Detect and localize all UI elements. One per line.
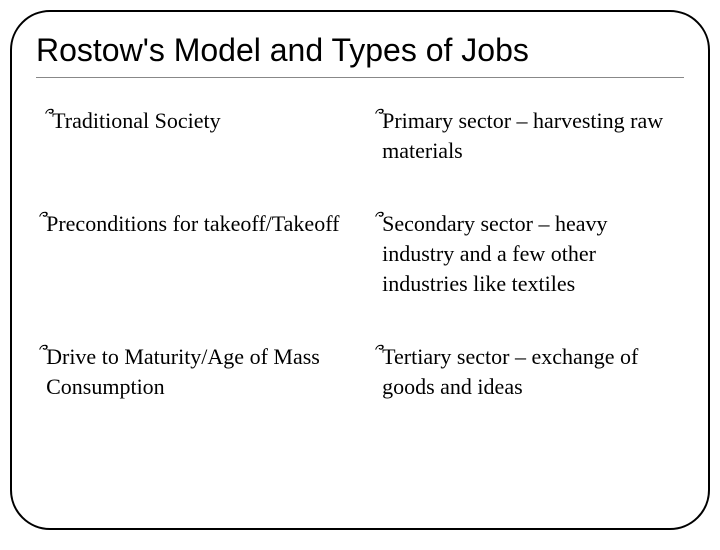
right-bullet-3: ՞ Tertiary sector – exchange of goods an… xyxy=(372,342,684,401)
bullet-icon: ՞ xyxy=(36,209,40,237)
bullet-icon: ՞ xyxy=(42,106,46,134)
bullet-text: Primary sector – harvesting raw material… xyxy=(382,106,684,165)
bullet-text: Drive to Maturity/Age of Mass Consumptio… xyxy=(46,342,348,401)
content-grid: ՞ Traditional Society ՞ Primary sector –… xyxy=(36,106,684,402)
bullet-text: Traditional Society xyxy=(52,106,348,136)
bullet-text: Tertiary sector – exchange of goods and … xyxy=(382,342,684,401)
bullet-icon: ՞ xyxy=(372,106,376,134)
bullet-text: Preconditions for takeoff/Takeoff xyxy=(46,209,348,239)
slide-title: Rostow's Model and Types of Jobs xyxy=(36,32,684,69)
right-bullet-2: ՞ Secondary sector – heavy industry and … xyxy=(372,209,684,298)
title-divider xyxy=(36,77,684,78)
right-bullet-1: ՞ Primary sector – harvesting raw materi… xyxy=(372,106,684,165)
left-bullet-2: ՞ Preconditions for takeoff/Takeoff xyxy=(36,209,348,298)
bullet-text: Secondary sector – heavy industry and a … xyxy=(382,209,684,298)
bullet-icon: ՞ xyxy=(36,342,40,370)
left-bullet-1: ՞ Traditional Society xyxy=(36,106,348,165)
bullet-icon: ՞ xyxy=(372,209,376,237)
left-bullet-3: ՞ Drive to Maturity/Age of Mass Consumpt… xyxy=(36,342,348,401)
bullet-icon: ՞ xyxy=(372,342,376,370)
slide-frame: Rostow's Model and Types of Jobs ՞ Tradi… xyxy=(10,10,710,530)
